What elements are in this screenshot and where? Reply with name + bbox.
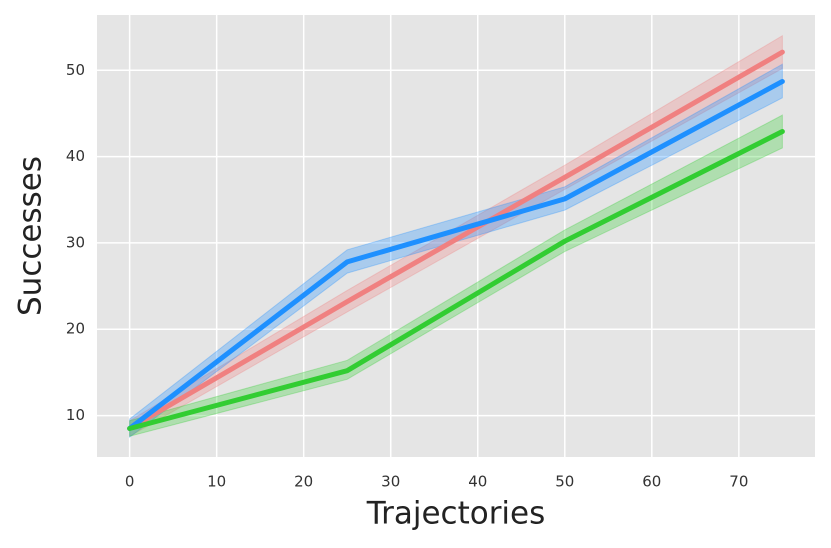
x-tick-label: 50 [555, 473, 574, 491]
x-tick-label: 0 [125, 473, 135, 491]
confidence-band [129, 114, 783, 437]
line [127, 49, 785, 432]
x-tick-label: 10 [207, 473, 226, 491]
x-axis-label: Trajectories [366, 496, 546, 532]
x-tick-label: 60 [642, 473, 661, 491]
y-tick-label: 30 [66, 233, 85, 251]
y-tick-label: 50 [66, 61, 85, 79]
x-tick-label: 30 [381, 473, 400, 491]
y-tick-label: 10 [66, 406, 85, 424]
x-tick-label: 40 [468, 473, 487, 491]
y-axis-label: Successes [13, 156, 49, 316]
line [127, 78, 785, 432]
y-tick-label: 20 [66, 320, 85, 338]
x-tick-label: 70 [729, 473, 748, 491]
y-tick-label: 40 [66, 147, 85, 165]
confidence-band [129, 63, 783, 439]
line [127, 129, 785, 432]
x-tick-label: 20 [294, 473, 313, 491]
